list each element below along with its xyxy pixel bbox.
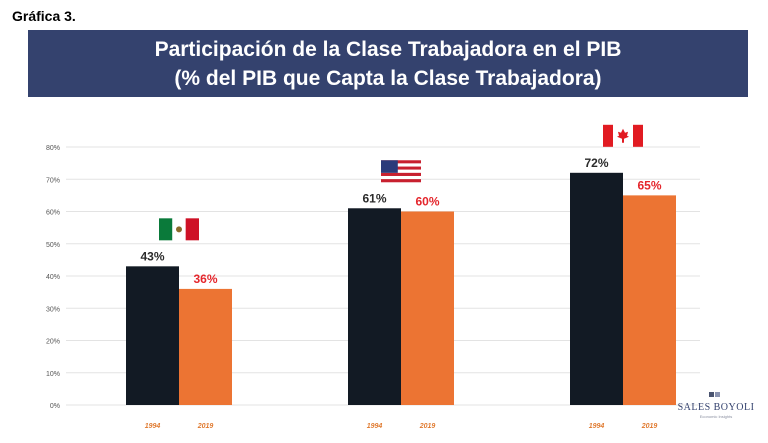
x-tick-label: 1994 — [589, 423, 605, 430]
logo-squares-icon — [709, 392, 723, 400]
bar-1994 — [126, 266, 179, 405]
bar-2019 — [623, 195, 676, 405]
bar-2019 — [179, 288, 232, 405]
y-tick-label: 60% — [46, 210, 60, 217]
y-tick-label: 40% — [46, 274, 60, 281]
y-tick-label: 0% — [50, 403, 60, 410]
data-label: 36% — [193, 272, 217, 286]
data-label: 60% — [415, 195, 439, 209]
bar-2019 — [401, 211, 454, 405]
logo-subtitle: Economic Insights — [699, 414, 733, 419]
y-tick-label: 70% — [46, 177, 60, 184]
data-label: 65% — [637, 178, 661, 192]
y-tick-label: 30% — [46, 306, 60, 313]
bar-1994 — [570, 172, 623, 405]
bar-1994 — [348, 208, 401, 405]
x-tick-label: 2019 — [197, 423, 214, 430]
y-tick-label: 20% — [46, 339, 60, 346]
y-tick-label: 10% — [46, 371, 60, 378]
y-tick-label: 50% — [46, 242, 60, 249]
y-tick-label: 80% — [46, 145, 60, 152]
data-label: 61% — [362, 191, 386, 205]
canada-flag-icon — [603, 124, 643, 147]
x-tick-label: 2019 — [641, 423, 658, 430]
figure-label: Gráfica 3. — [12, 8, 76, 24]
usa-flag-icon — [381, 160, 421, 183]
x-tick-label: 1994 — [145, 423, 161, 430]
sales-boyoli-logo: SALES BOYOLI Economic Insights — [676, 392, 756, 419]
title-banner: Participación de la Clase Trabajadora en… — [28, 30, 748, 97]
logo-text: SALES BOYOLI — [677, 402, 755, 413]
x-tick-label: 2019 — [419, 423, 436, 430]
mexico-flag-icon — [159, 218, 199, 241]
chart-title: Participación de la Clase Trabajadora en… — [154, 38, 622, 61]
x-tick-label: 1994 — [367, 423, 383, 430]
data-label: 72% — [584, 156, 608, 170]
chart-subtitle: (% del PIB que Capta la Clase Trabajador… — [174, 67, 602, 90]
data-label: 43% — [140, 249, 164, 263]
